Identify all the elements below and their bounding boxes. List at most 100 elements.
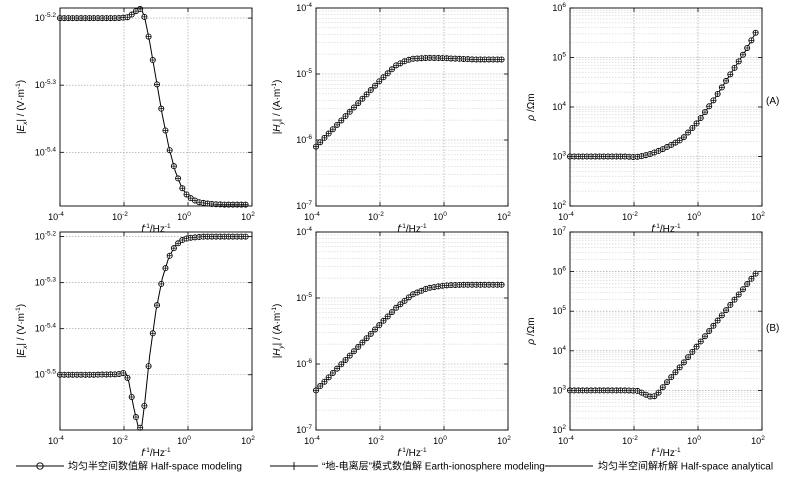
data-marker [162,127,169,134]
data-marker [132,414,139,421]
y-tick-label: 105 [552,305,566,316]
y-label-unit: | / (A·m [272,313,283,346]
y-tick-label: 106 [552,2,566,13]
x-label-unit-exponent: -1 [675,223,681,230]
data-marker [388,66,395,73]
x-tick-exponent: 0 [187,211,191,218]
y-axis-label: |Hy| / (A·m-1) [271,304,285,359]
data-marker [723,307,730,314]
data-marker [128,393,135,400]
data-marker [217,233,224,240]
y-tick-exponent: 5 [562,305,566,312]
y-tick-label: 104 [552,101,566,112]
y-tick-base: 10 [552,227,562,237]
data-marker [685,129,692,136]
panel-a-hy: 10-410-510-610-710-4 10-2 100 102|Hy| / (A·… [271,2,511,235]
y-tick-label: 103 [552,151,566,162]
data-marker [672,139,679,146]
x-tick-label: 10-4 [558,211,574,222]
plot-frame [59,231,253,431]
data-marker [456,281,463,288]
x-tick-base: 10 [177,436,187,446]
data-marker [325,374,332,381]
y-label-unit: /Ωm [526,317,537,338]
x-tick-base: 10 [751,212,761,222]
y-tick-base: 10 [35,324,45,334]
data-marker [727,301,734,308]
data-marker [338,117,345,124]
y-tick-label: 104 [552,345,566,356]
x-tick-label: 10-4 [304,435,320,446]
y-tick-label: 10-5.3 [35,79,57,90]
data-marker [469,281,476,288]
y-tick-exponent: -4 [306,2,312,9]
data-marker [651,393,658,400]
x-label-exponent: -1 [144,447,150,454]
y-tick-base: 10 [552,385,562,395]
panel-label-b: (B) [766,323,779,334]
data-marker [242,201,249,208]
y-label-unit-exponent: -1 [271,83,278,89]
x-label-exponent: -1 [400,223,406,230]
data-marker [158,280,165,287]
data-marker [579,387,586,394]
data-marker [693,120,700,127]
x-tick-exponent: -2 [378,211,384,218]
data-marker [372,82,379,89]
plot-frame [315,231,509,431]
x-tick-label: 102 [497,435,511,446]
data-marker [329,369,336,376]
x-tick-label: 102 [241,435,255,446]
data-marker [393,304,400,311]
data-marker [372,326,379,333]
data-marker [350,104,357,111]
data-marker [701,109,708,116]
data-marker [355,343,362,350]
y-tick-base: 10 [552,201,562,211]
data-marker [498,56,505,63]
x-tick-label: 102 [751,211,765,222]
x-tick-label: 10-2 [112,435,128,446]
x-tick-base: 10 [622,436,632,446]
x-label-unit: /Hz [150,448,165,459]
y-label-subscript: y [278,121,285,126]
y-tick-base: 10 [552,346,562,356]
y-tick-base: 10 [552,53,562,63]
data-marker [676,364,683,371]
y-axis-label: ρ /Ωm [526,93,537,121]
data-marker [149,57,156,64]
data-marker [401,297,408,304]
plot-area [60,8,252,206]
x-tick-base: 10 [433,212,443,222]
x-tick-base: 10 [368,436,378,446]
x-tick-label: 10-2 [368,435,384,446]
y-tick-exponent: -7 [306,424,312,431]
data-marker [367,87,374,94]
y-tick-base: 10 [35,147,45,157]
data-marker [359,95,366,102]
x-tick-label: 10-2 [622,435,638,446]
x-tick-base: 10 [687,212,697,222]
data-marker [132,8,139,15]
data-marker [124,14,131,21]
data-marker [162,265,169,272]
data-marker [158,105,165,112]
x-tick-label: 102 [241,211,255,222]
y-tick-base: 10 [296,3,306,13]
data-marker [613,153,620,160]
x-tick-base: 10 [112,436,122,446]
y-tick-label: 103 [552,384,566,395]
x-axis-label: f-1/Hz-1 [651,223,681,235]
y-tick-base: 10 [552,3,562,13]
panel-a-ex: 10-5.210-5.310-5.410-4 10-2 100 102|Ex| / (… [15,6,255,235]
data-marker [443,282,450,289]
y-tick-base: 10 [296,425,306,435]
x-tick-base: 10 [558,212,568,222]
data-marker [355,100,362,107]
y-label-close: ) [272,304,283,307]
x-tick-exponent: -2 [122,435,128,442]
data-marker [739,51,746,58]
x-tick-label: 10-4 [48,211,64,222]
x-label-unit-exponent: -1 [421,223,427,230]
x-label-exponent: -1 [654,223,660,230]
